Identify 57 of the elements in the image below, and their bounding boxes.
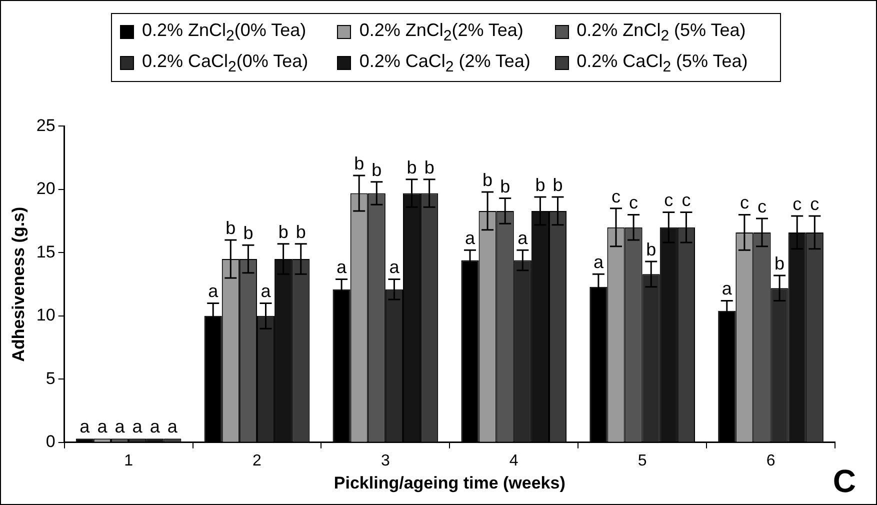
annotation: a [167,416,178,437]
x-tick-label: 6 [766,452,776,470]
annotation: a [722,278,733,299]
annotation: b [406,157,417,178]
annotation: c [682,190,691,210]
annotation: a [97,416,108,437]
y-axis-title: Adhesiveness (g.s) [8,206,28,362]
annotation: a [114,416,126,437]
y-tick-label: 15 [36,242,56,262]
annotation: b [774,253,785,274]
annotation: a [150,416,161,437]
annotation: b [226,218,236,238]
annotation: a [132,416,144,437]
annotation: b [535,175,546,195]
y-tick-label: 25 [36,116,56,135]
annotation: c [611,186,620,206]
x-tick-label: 5 [638,452,647,470]
annotation: b [278,222,288,242]
annotation: b [482,170,493,190]
annotation: c [758,196,766,216]
annotation: b [243,223,254,244]
legend-label: 0.2% ZnCl$_{2}$ (5% Tea) [576,20,746,45]
legend-label: 0.2% CaCl$_{2}$(0% Tea) [142,50,308,76]
y-tick-label: 20 [36,179,56,198]
annotation: c [810,194,820,214]
annotation: a [336,257,348,278]
x-tick-label: 3 [380,452,390,470]
annotation: a [464,228,476,248]
annotation: b [372,160,382,180]
annotation: c [629,192,638,213]
annotation: b [424,157,434,178]
annotation: b [646,240,656,260]
x-tick-label: 1 [124,452,134,470]
legend-label: 0.2% ZnCl$_{2}$(0% Tea) [142,20,306,45]
annotation: a [518,228,529,248]
annotation: b [500,176,510,196]
annotation: a [389,257,400,278]
x-tick-label: 2 [252,452,262,470]
annotation: a [260,281,272,302]
x-tick-label: 4 [509,452,518,470]
x-axis-title: Pickling/ageing time (weeks) [334,473,566,492]
annotation: b [552,175,563,195]
annotation: b [354,153,364,174]
annotation: b [296,222,306,242]
legend-label: 0.2% ZnCl$_{2}$(2% Tea) [359,20,524,45]
annotation: c [664,190,674,210]
annotation: a [80,416,91,437]
annotation: a [208,281,220,302]
annotation: c [740,192,749,213]
legend-label: 0.2% CaCl$_{2}$ (2% Tea) [359,50,530,76]
text: C [832,463,856,500]
annotation: c [792,194,802,214]
annotation: a [593,252,604,272]
legend-label: 0.2% CaCl$_{2}$ (5% Tea) [576,50,748,76]
y-tick-label: 0 [46,432,56,452]
y-tick-label: 10 [36,306,56,325]
y-tick-label: 5 [46,368,56,388]
